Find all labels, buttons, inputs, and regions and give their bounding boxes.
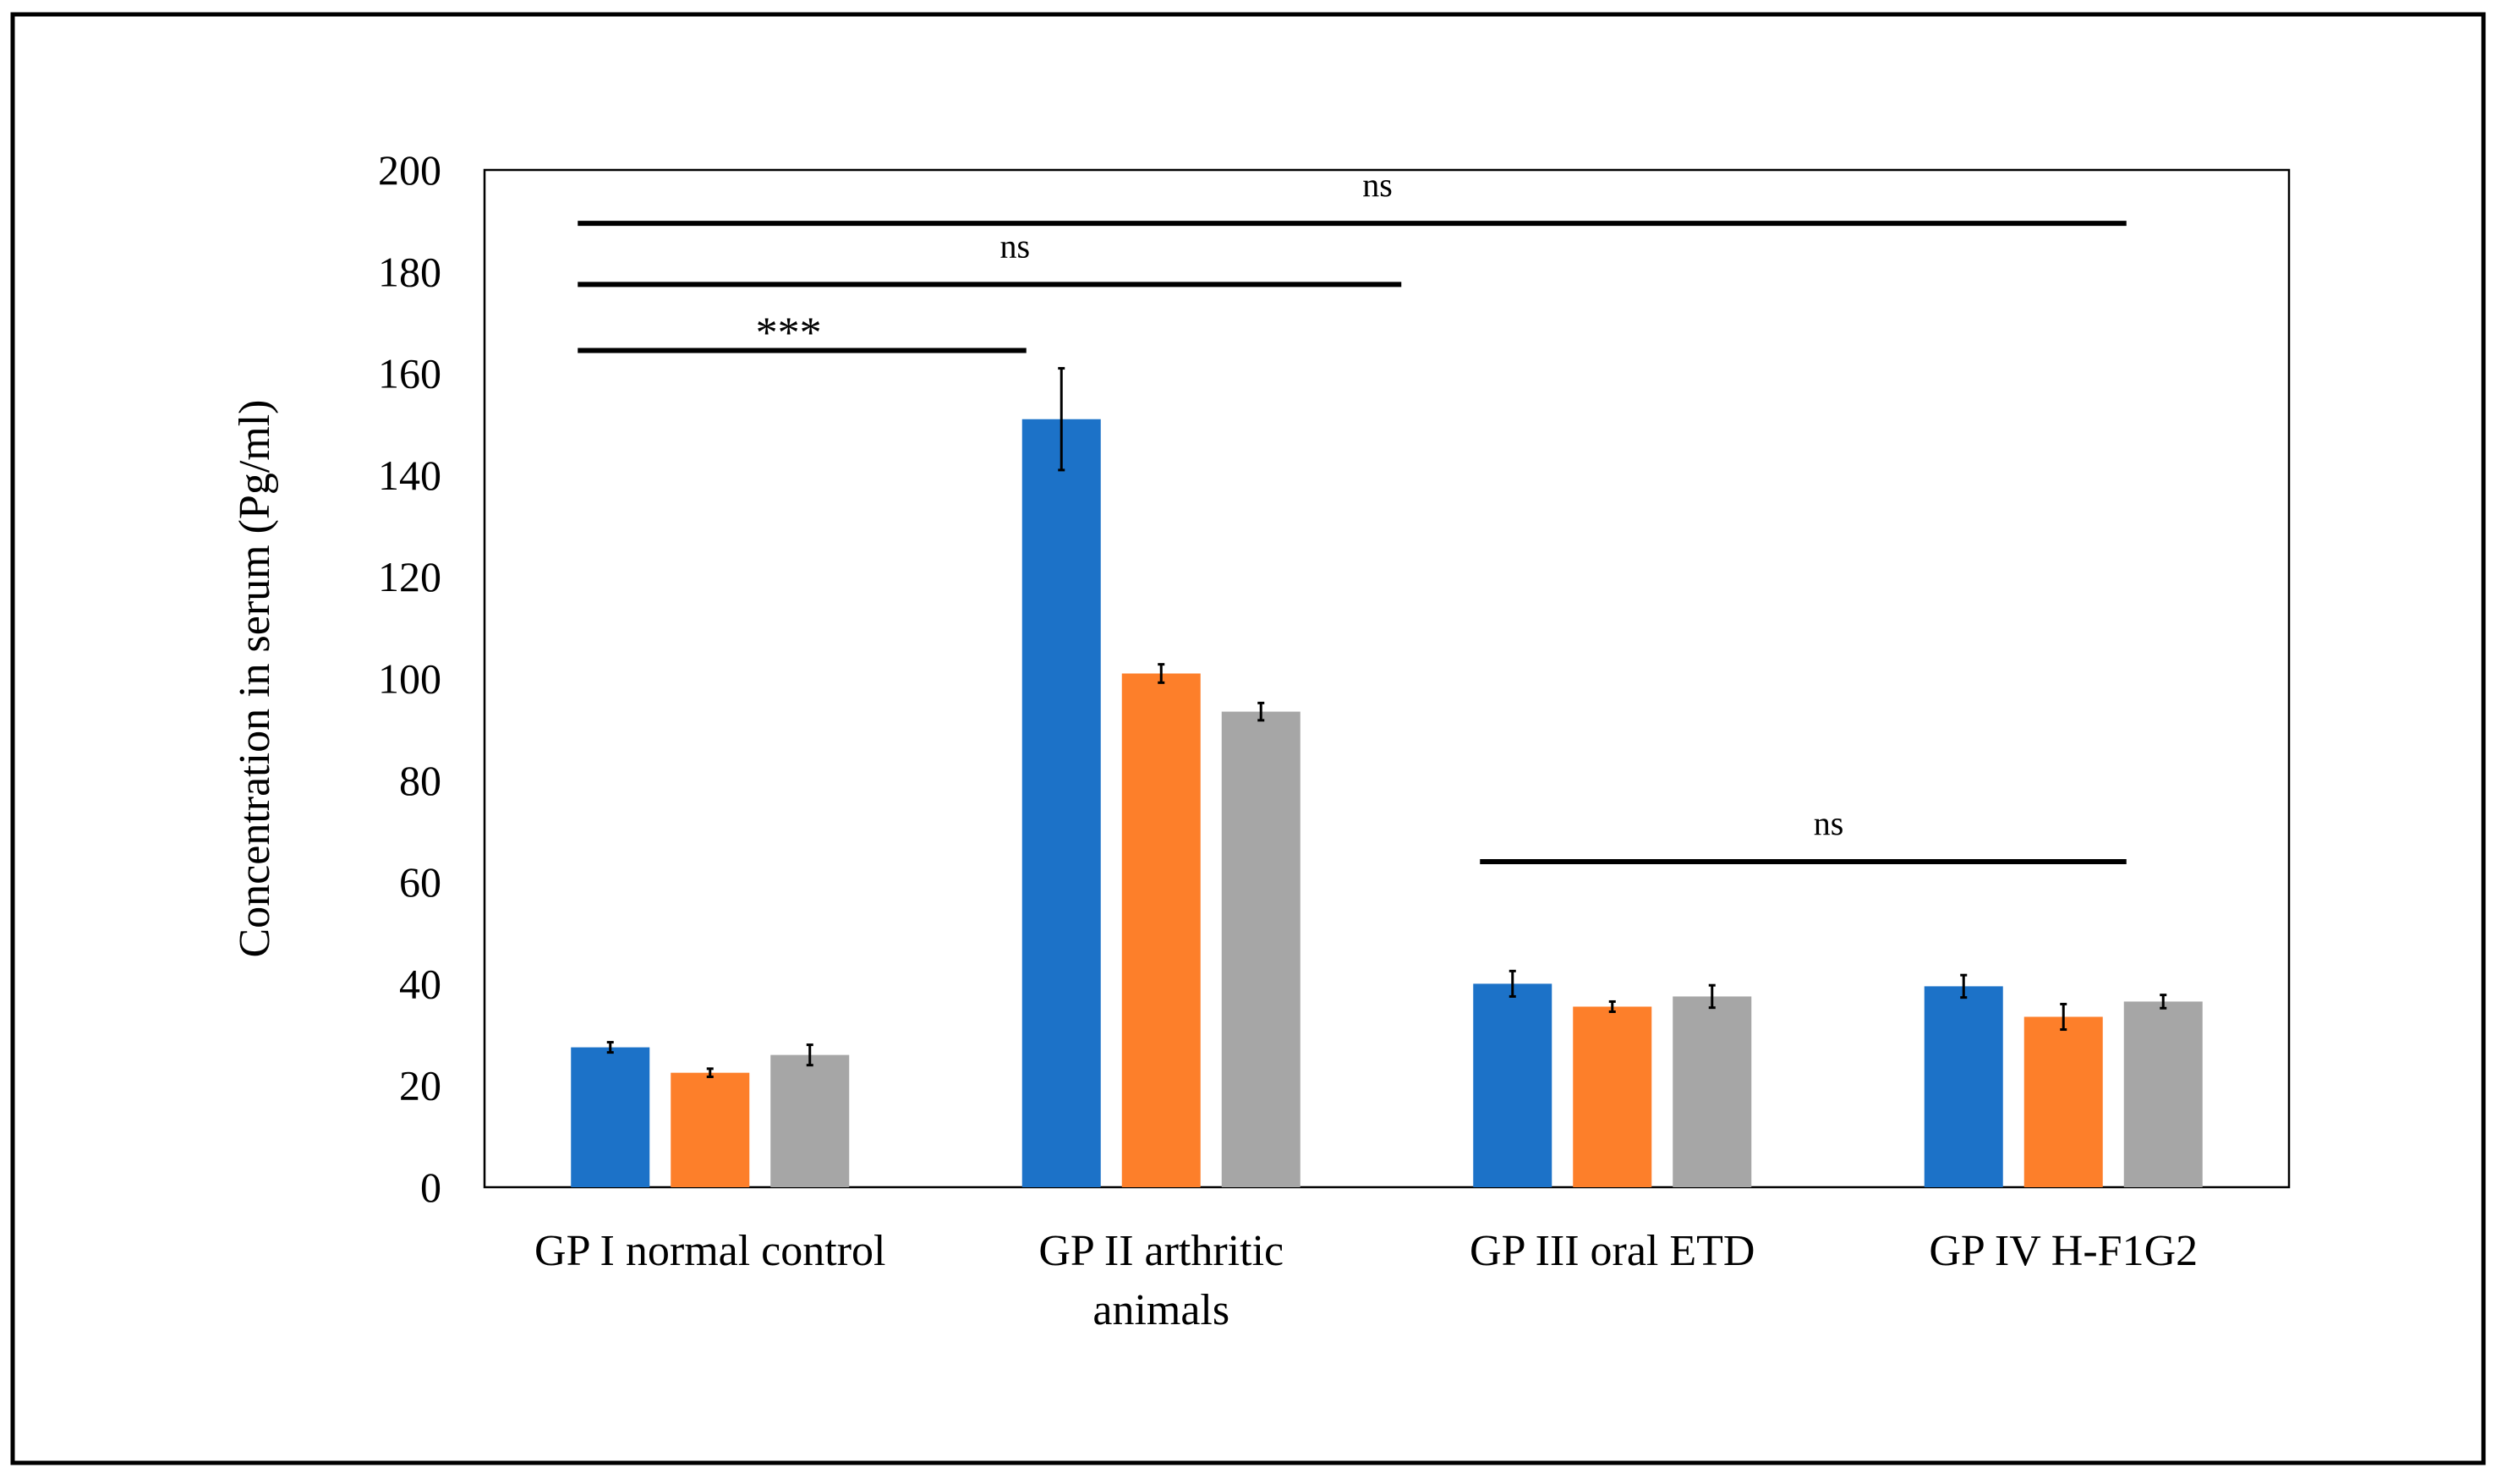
bar-series-3-category-3	[1673, 996, 1752, 1187]
bar-series-3-category-1	[770, 1054, 850, 1187]
bar-series-3-category-2	[1221, 711, 1301, 1187]
bar-series-1-category-1	[571, 1047, 650, 1187]
significance-label: ns	[1362, 166, 1393, 204]
y-tick-label: 180	[378, 248, 441, 295]
y-axis-title: Concentration in serum (Pg/ml)	[231, 399, 279, 957]
y-tick-label: 160	[378, 350, 441, 397]
chart-marks: 0 20 40 60 80 100 120 140 160 180 200 Concentration…	[231, 146, 2203, 1334]
plot-area	[483, 168, 2291, 1189]
bar-series-2-category-3	[1573, 1006, 1652, 1187]
y-tick-label: 80	[399, 757, 441, 804]
y-tick-label: 40	[399, 960, 441, 1007]
category-label: GP I normal control	[534, 1227, 885, 1275]
category-label: GP II arthritic	[1038, 1227, 1284, 1275]
bar-series-1-category-2	[1021, 419, 1101, 1187]
y-tick-label: 60	[399, 858, 441, 906]
category-label: GP IV H-F1G2	[1929, 1227, 2198, 1275]
y-tick-label: 20	[399, 1062, 441, 1109]
bar-series-2-category-4	[2023, 1016, 2103, 1187]
y-tick-label: 0	[420, 1164, 441, 1211]
y-tick-label: 120	[378, 553, 441, 600]
bar-series-2-category-1	[671, 1072, 750, 1187]
y-tick-label: 100	[378, 655, 441, 703]
bar-series-2-category-2	[1121, 673, 1201, 1187]
significance-label: ns	[1814, 804, 1844, 842]
significance-label: ***	[756, 309, 822, 358]
y-tick-label: 200	[378, 146, 441, 194]
category-label: animals	[1092, 1286, 1229, 1334]
y-tick-label: 140	[378, 452, 441, 499]
bar-series-3-category-4	[2123, 1001, 2203, 1187]
category-label: GP III oral ETD	[1470, 1227, 1755, 1275]
significance-label: ns	[999, 227, 1030, 265]
bar-series-1-category-4	[1924, 986, 2003, 1187]
bar-series-1-category-3	[1473, 983, 1552, 1187]
